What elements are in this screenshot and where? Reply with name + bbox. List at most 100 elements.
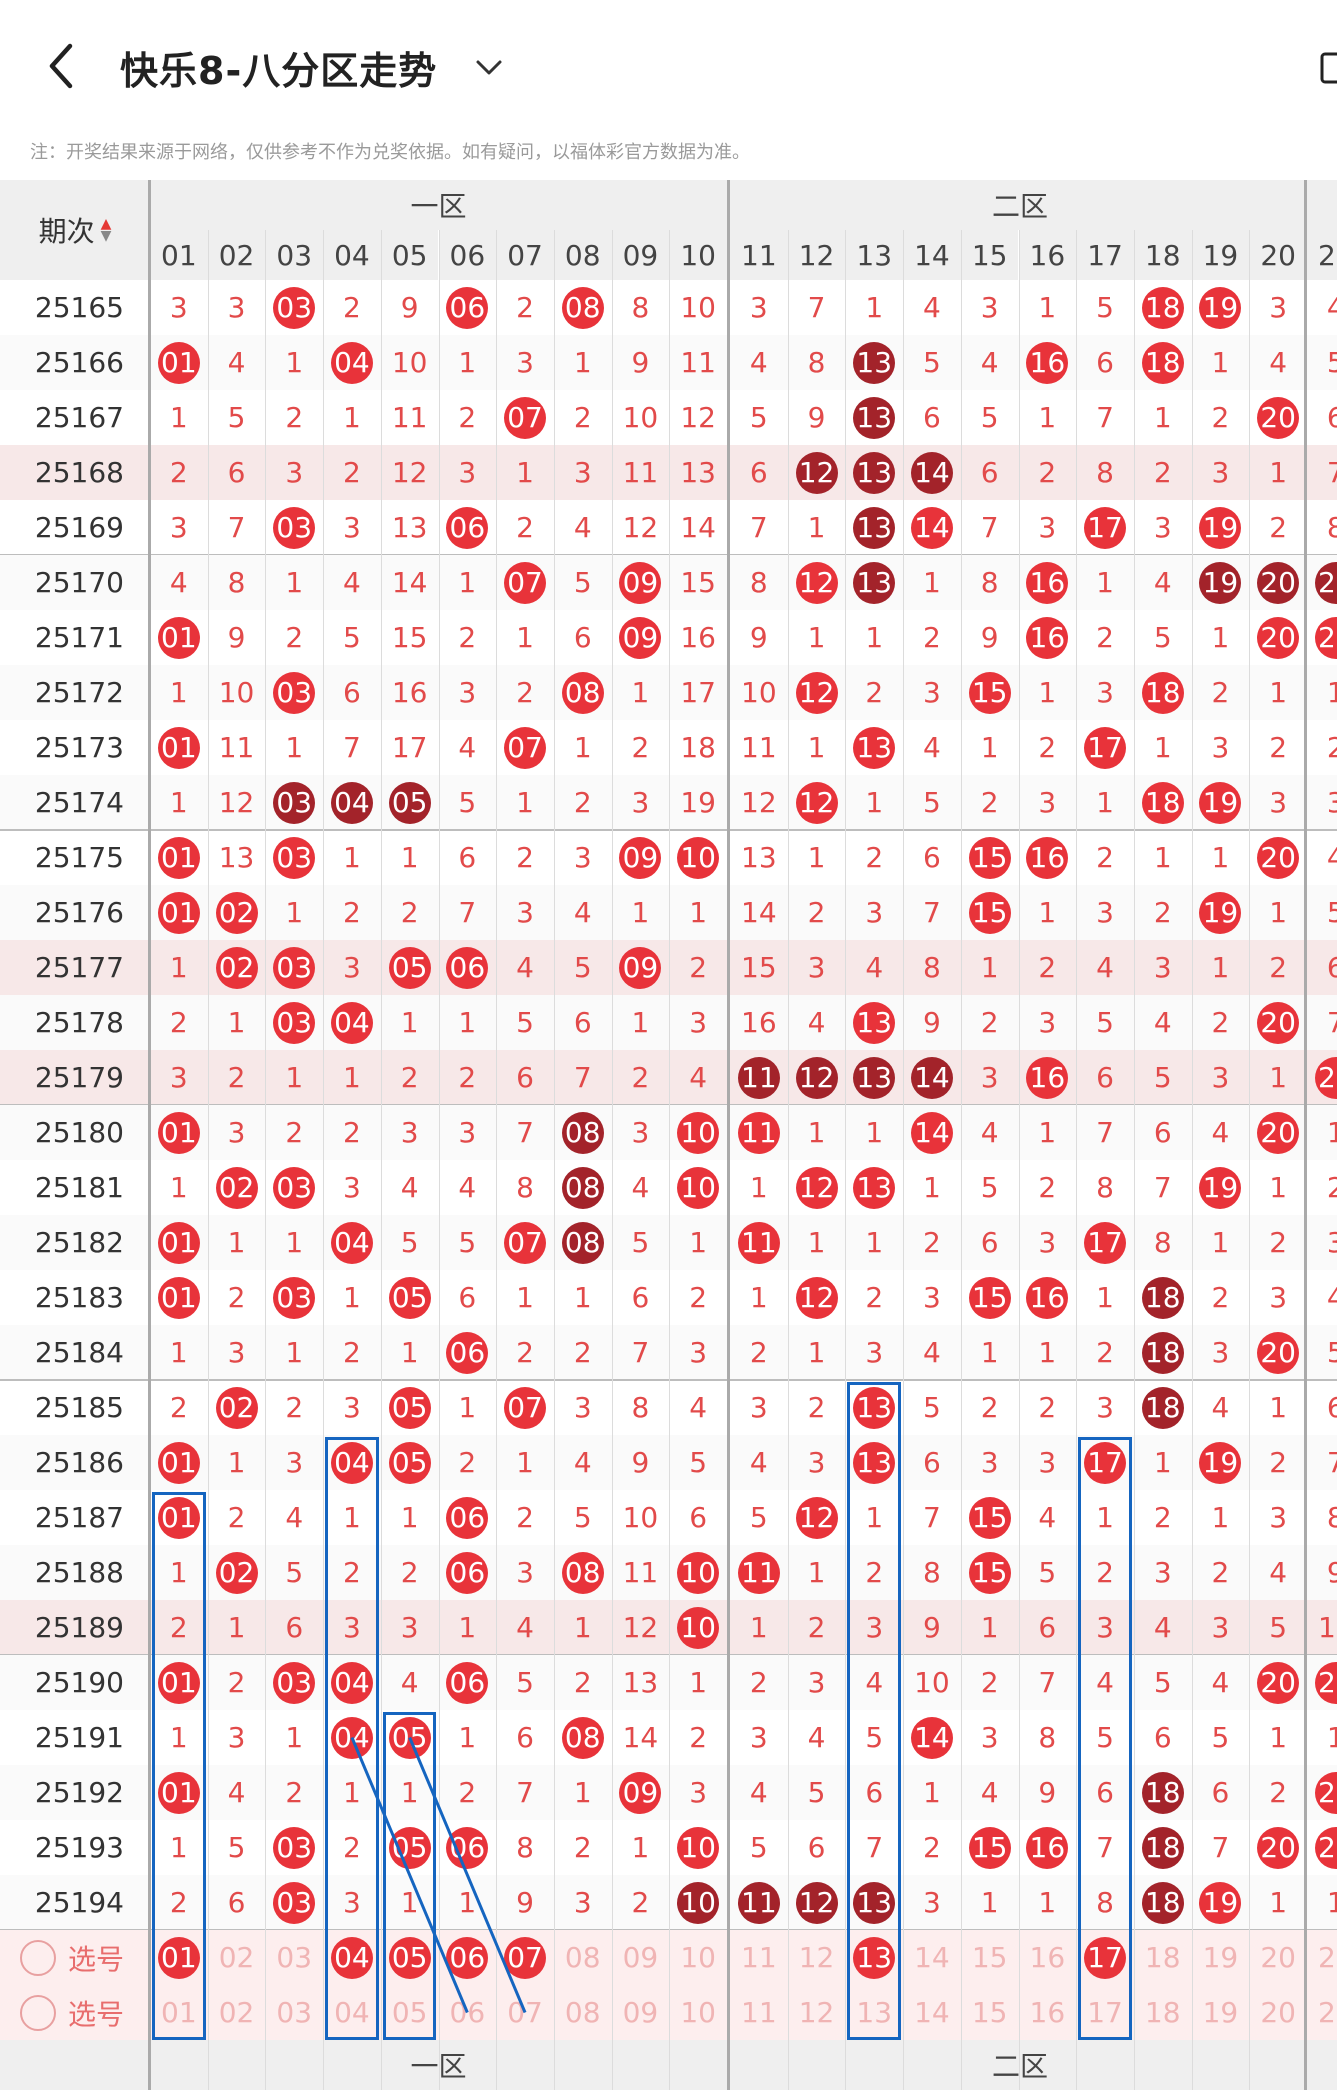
select-number-cell[interactable]: 20: [1260, 1941, 1296, 1974]
drawn-number-ball: 18: [1141, 781, 1184, 824]
miss-count-cell: 1: [573, 1776, 592, 1809]
selected-number-ball[interactable]: 13: [853, 1936, 896, 1979]
miss-count-cell: 13: [391, 511, 428, 544]
miss-count-cell: 2: [458, 1061, 477, 1094]
sort-icon[interactable]: ▲ ▼: [100, 216, 112, 244]
selected-number-ball[interactable]: 07: [504, 1936, 547, 1979]
miss-count-cell: 1: [1211, 621, 1230, 654]
drawn-number-ball: 13: [853, 1386, 896, 1429]
miss-count-cell: 1: [1326, 1721, 1337, 1754]
select-number-cell[interactable]: 10: [680, 1941, 716, 1974]
select-number-cell[interactable]: 18: [1144, 1996, 1181, 2029]
selected-number-ball[interactable]: 01: [157, 1936, 200, 1979]
select-row-label[interactable]: 选号: [20, 1985, 150, 2040]
miss-count-cell: 2: [400, 1556, 419, 1589]
select-number-cell[interactable]: 07: [507, 1996, 543, 2029]
select-number-cell[interactable]: 10: [680, 1996, 716, 2029]
miss-count-cell: 2: [1153, 456, 1172, 489]
select-number-cell[interactable]: 14: [914, 1941, 950, 1974]
miss-count-cell: 2: [1096, 621, 1114, 654]
select-number-cell[interactable]: 19: [1202, 1941, 1239, 1974]
title-dropdown-button[interactable]: [472, 50, 506, 84]
select-number-cell[interactable]: 18: [1144, 1941, 1181, 1974]
miss-count-cell: 1: [1211, 841, 1230, 874]
miss-count-cell: 1: [573, 731, 592, 764]
miss-count-cell: 2: [1211, 1281, 1230, 1314]
select-number-cell[interactable]: 08: [564, 1996, 601, 2029]
select-number-cell[interactable]: 12: [798, 1996, 835, 2029]
select-number-cell[interactable]: 17: [1087, 1996, 1123, 2029]
period-column-header[interactable]: 期次 ▲ ▼: [0, 180, 150, 280]
select-number-cell[interactable]: 21: [1318, 1941, 1337, 1974]
select-number-cell[interactable]: 06: [449, 1996, 486, 2029]
miss-count-cell: 2: [807, 896, 826, 929]
select-number-cell[interactable]: 03: [276, 1996, 313, 2029]
miss-count-cell: 4: [1153, 1611, 1172, 1644]
period-cell: 25187: [34, 1501, 124, 1534]
miss-count-cell: 2: [980, 1006, 999, 1039]
miss-count-cell: 1: [1096, 1501, 1114, 1534]
miss-count-cell: 8: [807, 346, 826, 379]
drawn-number-ball: 03: [273, 671, 316, 714]
selected-number-ball[interactable]: 17: [1084, 1936, 1127, 1979]
back-button[interactable]: [42, 38, 82, 94]
miss-count-cell: 5: [1038, 1556, 1057, 1589]
miss-count-cell: 1: [285, 1226, 304, 1259]
alt-row-bg: [0, 1655, 1337, 1710]
select-number-cell[interactable]: 03: [276, 1941, 313, 1974]
drawn-number-ball: 15: [968, 1826, 1011, 1869]
miss-count-cell: 7: [1326, 456, 1337, 489]
select-radio[interactable]: [20, 1994, 56, 2031]
select-number-cell[interactable]: 16: [1029, 1996, 1066, 2029]
miss-count-cell: 12: [741, 786, 777, 819]
miss-count-cell: 1: [400, 841, 419, 874]
drawn-number-ball: 20: [1257, 836, 1300, 879]
miss-count-cell: 12: [622, 511, 659, 544]
select-number-cell[interactable]: 11: [741, 1941, 777, 1974]
select-row-label[interactable]: 选号: [20, 1930, 150, 1985]
miss-count-cell: 3: [865, 1336, 884, 1369]
select-number-cell[interactable]: 11: [741, 1996, 777, 2029]
miss-count-cell: 10: [622, 401, 659, 434]
miss-count-cell: 7: [865, 1831, 884, 1864]
miss-count-cell: 4: [1038, 1501, 1057, 1534]
select-number-cell[interactable]: 15: [971, 1941, 1008, 1974]
select-number-cell[interactable]: 13: [856, 1996, 893, 2029]
select-number-cell[interactable]: 01: [161, 1996, 197, 2029]
miss-count-cell: 5: [458, 786, 477, 819]
select-number-cell[interactable]: 02: [218, 1996, 255, 2029]
alt-row-bg: [0, 1105, 1337, 1160]
select-number-cell[interactable]: 21: [1318, 1996, 1337, 2029]
miss-count-cell: 1: [1211, 1501, 1230, 1534]
miss-count-cell: 3: [400, 1116, 419, 1149]
miss-count-cell: 2: [689, 1721, 708, 1754]
miss-count-cell: 3: [1038, 1446, 1057, 1479]
screen-icon[interactable]: [1318, 48, 1337, 88]
select-number-cell[interactable]: 09: [622, 1996, 659, 2029]
zone-footer-rest: [1307, 2040, 1337, 2090]
drawn-number-ball: 12: [795, 1276, 838, 1319]
select-number-cell[interactable]: 09: [622, 1941, 659, 1974]
select-number-cell[interactable]: 15: [971, 1996, 1008, 2029]
miss-count-cell: 3: [227, 1336, 246, 1369]
miss-count-cell: 1: [1038, 1886, 1057, 1919]
miss-count-cell: 7: [923, 1501, 941, 1534]
miss-count-cell: 3: [573, 841, 592, 874]
select-radio[interactable]: [20, 1939, 56, 1976]
select-number-cell[interactable]: 08: [564, 1941, 601, 1974]
drawn-number-ball: 19: [1199, 1166, 1242, 1209]
miss-count-cell: 1: [400, 1336, 419, 1369]
select-number-cell[interactable]: 20: [1260, 1996, 1296, 2029]
select-number-cell[interactable]: 12: [798, 1941, 835, 1974]
drawn-number-ball: 05: [388, 1441, 431, 1484]
select-number-cell[interactable]: 02: [218, 1941, 255, 1974]
select-number-cell[interactable]: 16: [1029, 1941, 1066, 1974]
miss-count-cell: 8: [749, 566, 768, 599]
drawn-number-ball: 19: [1199, 781, 1242, 824]
miss-count-cell: 5: [516, 1006, 534, 1039]
drawn-number-ball: 11: [737, 1881, 780, 1924]
miss-count-cell: 1: [1038, 1116, 1057, 1149]
select-number-cell[interactable]: 19: [1202, 1996, 1239, 2029]
selected-number-ball[interactable]: 06: [446, 1936, 489, 1979]
select-number-cell[interactable]: 14: [914, 1996, 950, 2029]
